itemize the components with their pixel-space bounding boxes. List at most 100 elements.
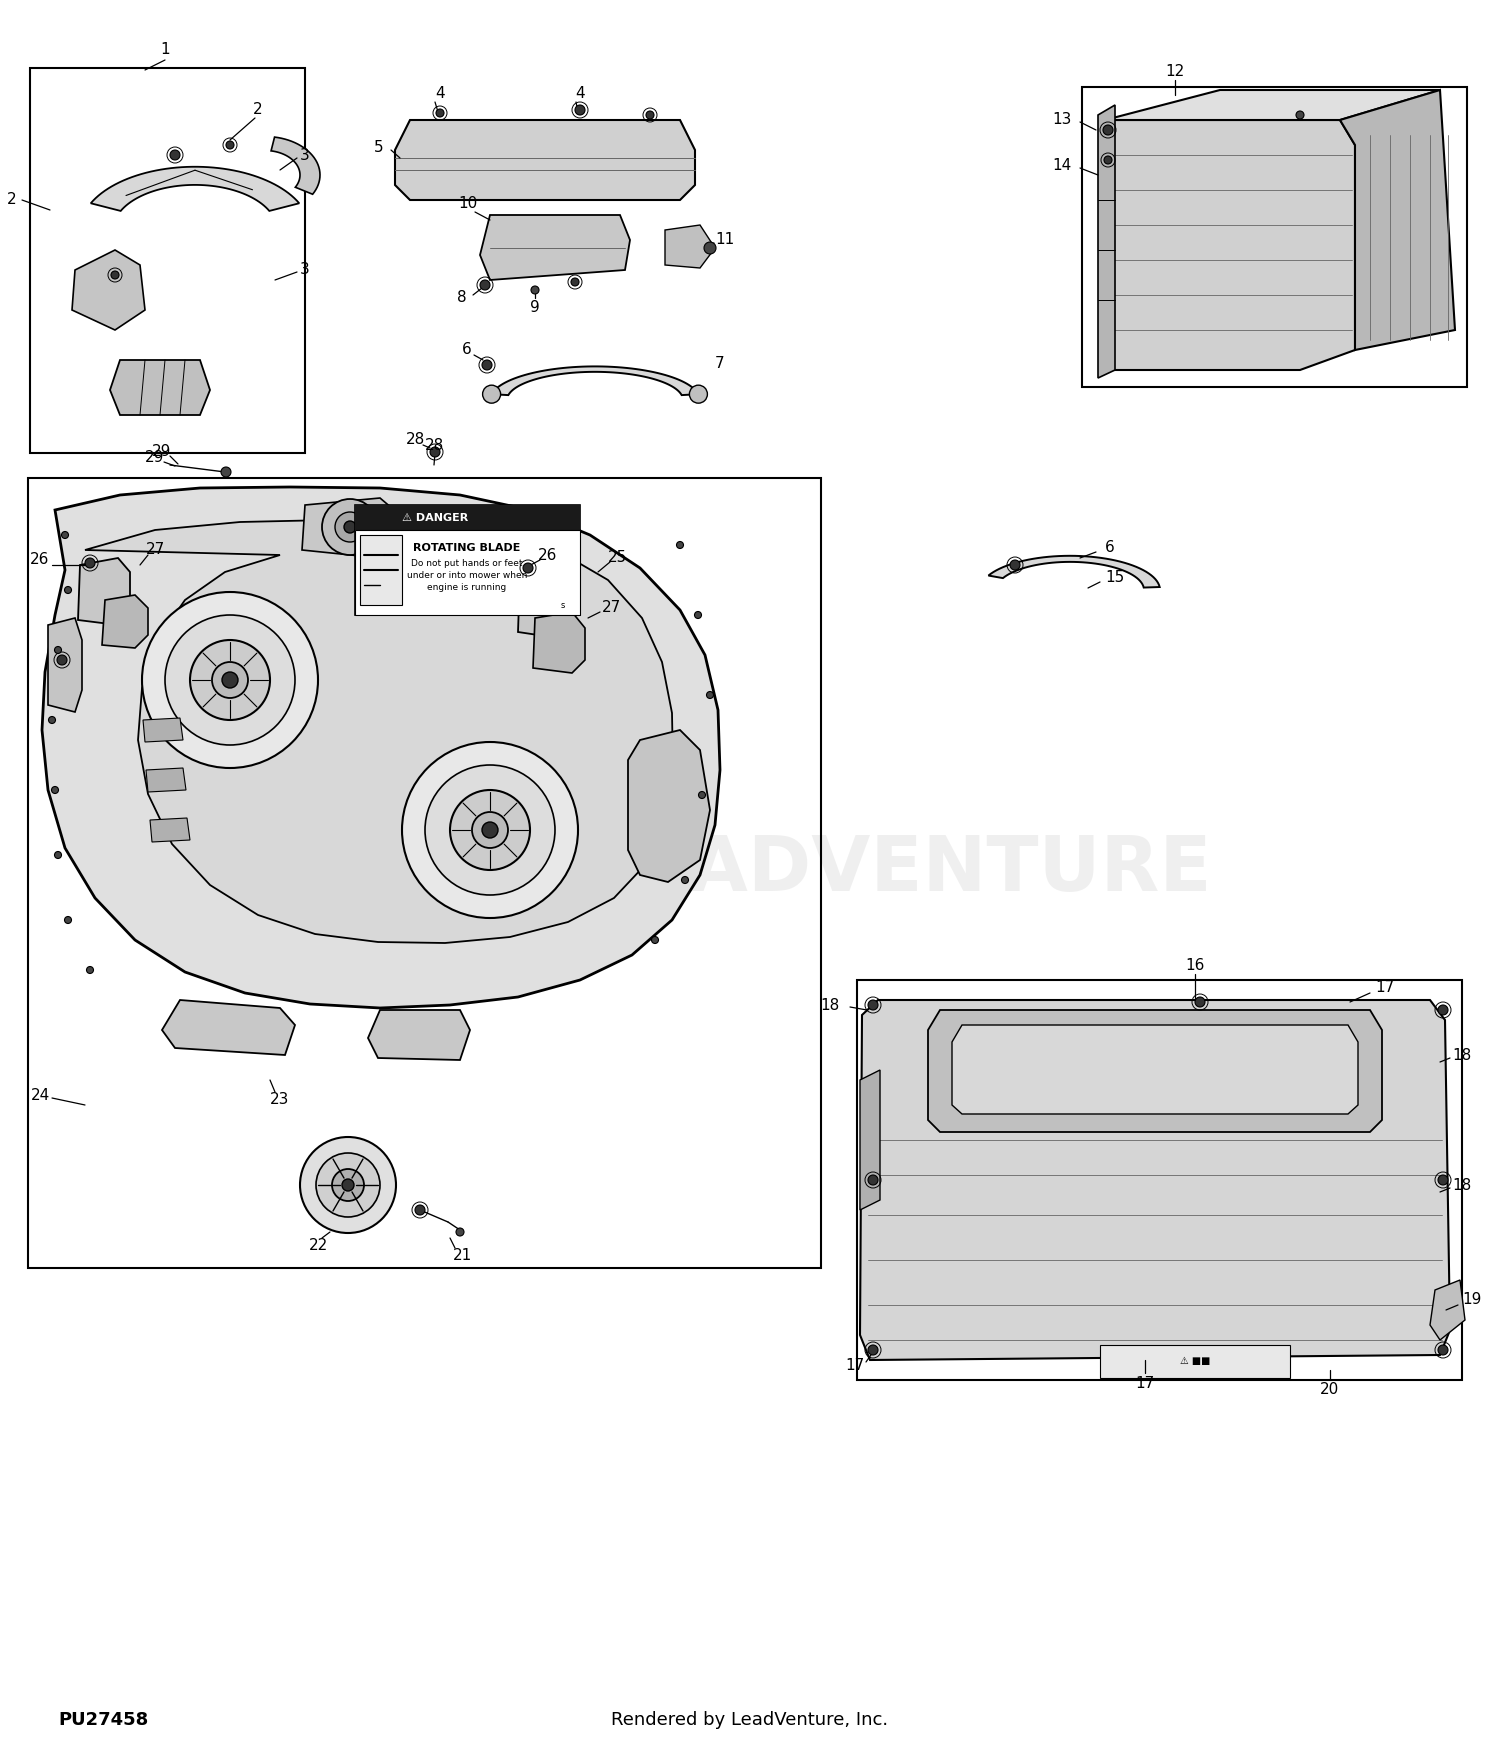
Text: 4: 4 <box>574 86 585 102</box>
Circle shape <box>170 150 180 159</box>
Text: 2: 2 <box>254 103 262 117</box>
Text: ROTATING BLADE: ROTATING BLADE <box>414 542 520 553</box>
Text: 6: 6 <box>1106 541 1114 555</box>
Circle shape <box>1102 124 1113 135</box>
Text: 28: 28 <box>426 438 444 453</box>
Text: LEADVENTURE: LEADVENTURE <box>588 833 1212 907</box>
Text: 27: 27 <box>146 542 165 558</box>
Text: 12: 12 <box>1166 65 1185 79</box>
Bar <box>356 506 580 530</box>
Circle shape <box>300 1138 396 1234</box>
Polygon shape <box>1100 1346 1290 1377</box>
Circle shape <box>524 564 532 572</box>
Text: Do not put hands or feet: Do not put hands or feet <box>411 558 522 567</box>
Circle shape <box>868 1174 877 1185</box>
Circle shape <box>482 360 492 369</box>
Circle shape <box>64 586 72 593</box>
Circle shape <box>316 1153 380 1216</box>
Bar <box>356 530 580 614</box>
Text: 20: 20 <box>1320 1382 1340 1398</box>
Text: 2: 2 <box>8 192 16 208</box>
Text: 18: 18 <box>821 997 840 1013</box>
Circle shape <box>1010 560 1020 570</box>
Polygon shape <box>272 136 320 194</box>
Circle shape <box>211 662 248 698</box>
Polygon shape <box>42 487 720 1008</box>
Text: 3: 3 <box>300 262 310 278</box>
Circle shape <box>86 558 94 569</box>
Circle shape <box>220 467 231 478</box>
Text: 28: 28 <box>405 432 424 448</box>
Text: ⚠ DANGER: ⚠ DANGER <box>402 513 468 523</box>
Polygon shape <box>86 520 674 943</box>
Text: 29: 29 <box>146 450 165 466</box>
Polygon shape <box>859 999 1450 1360</box>
Text: 13: 13 <box>1053 112 1072 128</box>
Text: 26: 26 <box>30 553 50 567</box>
Polygon shape <box>928 1010 1382 1132</box>
Text: 24: 24 <box>30 1087 50 1102</box>
Polygon shape <box>72 250 146 331</box>
Circle shape <box>424 765 555 894</box>
Text: 27: 27 <box>603 600 621 616</box>
Text: 11: 11 <box>716 233 735 247</box>
Circle shape <box>694 611 702 618</box>
Polygon shape <box>48 618 82 712</box>
Text: 3: 3 <box>300 147 310 163</box>
Circle shape <box>416 1206 424 1214</box>
Polygon shape <box>162 999 296 1055</box>
Bar <box>360 536 402 606</box>
Circle shape <box>868 999 877 1010</box>
Text: 26: 26 <box>538 548 558 562</box>
Circle shape <box>1438 1174 1448 1185</box>
Circle shape <box>456 1228 464 1236</box>
Circle shape <box>1438 1004 1448 1015</box>
Polygon shape <box>859 1069 880 1209</box>
Polygon shape <box>1430 1279 1466 1340</box>
Circle shape <box>165 614 296 746</box>
Polygon shape <box>368 1010 470 1060</box>
Circle shape <box>334 513 364 542</box>
Circle shape <box>226 142 234 149</box>
Text: 7: 7 <box>716 355 724 371</box>
Circle shape <box>402 742 578 919</box>
Circle shape <box>480 280 490 290</box>
Circle shape <box>690 385 708 402</box>
Text: 22: 22 <box>309 1237 327 1253</box>
Text: 4: 4 <box>435 86 445 102</box>
Text: 9: 9 <box>530 301 540 315</box>
Polygon shape <box>664 226 716 268</box>
Circle shape <box>1196 997 1204 1006</box>
Text: 19: 19 <box>1462 1293 1482 1307</box>
Circle shape <box>482 822 498 838</box>
Text: 1: 1 <box>160 42 170 58</box>
Polygon shape <box>952 1026 1358 1115</box>
Text: 5: 5 <box>374 140 382 156</box>
Text: PU27458: PU27458 <box>58 1712 148 1729</box>
Circle shape <box>868 1346 877 1354</box>
Circle shape <box>1296 110 1304 119</box>
Circle shape <box>142 592 318 768</box>
Bar <box>1082 88 1467 387</box>
Text: 17: 17 <box>1376 980 1395 996</box>
Circle shape <box>531 285 538 294</box>
Bar <box>30 68 305 453</box>
Circle shape <box>190 640 270 719</box>
Polygon shape <box>492 366 699 396</box>
Text: 16: 16 <box>1185 957 1204 973</box>
Circle shape <box>430 446 439 457</box>
Circle shape <box>87 966 93 973</box>
Circle shape <box>646 110 654 119</box>
Circle shape <box>704 242 716 254</box>
Circle shape <box>64 917 72 924</box>
Bar <box>28 478 820 1269</box>
Polygon shape <box>532 612 585 674</box>
Text: 17: 17 <box>846 1358 864 1372</box>
Text: 18: 18 <box>1452 1178 1472 1192</box>
Circle shape <box>332 1169 364 1200</box>
Circle shape <box>699 791 705 798</box>
Text: 8: 8 <box>458 290 466 306</box>
Circle shape <box>574 105 585 116</box>
Circle shape <box>57 654 68 665</box>
Circle shape <box>450 789 530 870</box>
